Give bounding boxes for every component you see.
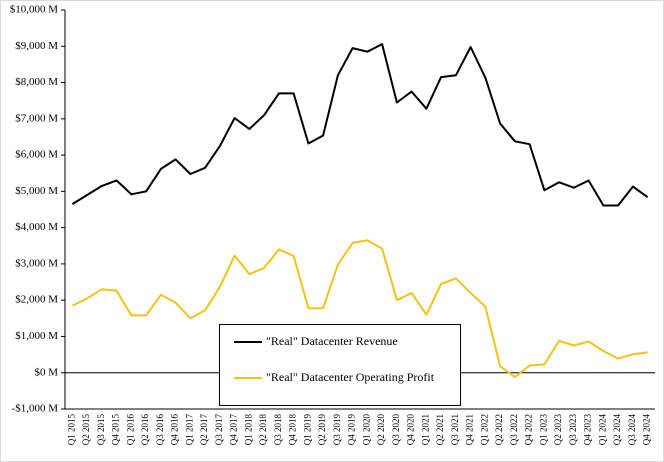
x-tick-label: Q3 2020 bbox=[391, 414, 401, 446]
y-tick-label: $10,000 M bbox=[10, 4, 59, 16]
x-tick-label: Q1 2015 bbox=[66, 414, 76, 446]
x-tick-label: Q3 2022 bbox=[509, 414, 519, 445]
x-tick-label: Q1 2017 bbox=[184, 414, 194, 446]
y-tick-label: $9,000 M bbox=[15, 40, 58, 52]
y-tick-label: $8,000 M bbox=[15, 76, 58, 88]
legend-box bbox=[219, 324, 461, 406]
x-tick-label: Q4 2024 bbox=[642, 414, 652, 446]
x-tick-label: Q2 2016 bbox=[140, 414, 150, 446]
x-tick-label: Q4 2016 bbox=[170, 414, 180, 446]
series-line bbox=[71, 239, 648, 379]
y-tick-label: $0 M bbox=[34, 366, 58, 378]
x-tick-label: Q3 2023 bbox=[568, 414, 578, 446]
x-tick-label: Q3 2024 bbox=[627, 414, 637, 446]
x-tick-label: Q3 2019 bbox=[332, 414, 342, 446]
x-tick-label: Q3 2016 bbox=[155, 414, 165, 446]
x-tick-label: Q1 2018 bbox=[243, 414, 253, 446]
x-tick-label: Q3 2015 bbox=[96, 414, 106, 446]
x-tick-label: Q1 2022 bbox=[479, 414, 489, 445]
x-tick-label: Q1 2021 bbox=[420, 414, 430, 445]
y-tick-label: $6,000 M bbox=[15, 149, 58, 161]
x-tick-label: Q2 2019 bbox=[317, 414, 327, 446]
x-tick-label: Q4 2019 bbox=[347, 414, 357, 446]
x-tick-label: Q4 2021 bbox=[465, 414, 475, 445]
x-tick-label: Q2 2015 bbox=[81, 414, 91, 446]
y-tick-label: $2,000 M bbox=[15, 294, 58, 306]
x-tick-label: Q2 2017 bbox=[199, 414, 209, 446]
x-tick-label: Q1 2016 bbox=[125, 414, 135, 446]
x-tick-label: Q2 2022 bbox=[494, 414, 504, 445]
x-tick-label: Q1 2024 bbox=[597, 414, 607, 446]
x-tick-label: Q4 2017 bbox=[229, 414, 239, 446]
x-tick-label: Q4 2020 bbox=[406, 414, 416, 446]
x-tick-label: Q2 2018 bbox=[258, 414, 268, 446]
legend-label: "Real" Datacenter Revenue bbox=[266, 334, 398, 348]
series-line bbox=[71, 43, 649, 207]
x-tick-label: Q4 2015 bbox=[111, 414, 121, 446]
y-tick-label: $5,000 M bbox=[15, 185, 58, 197]
x-tick-label: Q4 2018 bbox=[288, 414, 298, 446]
x-tick-label: Q2 2020 bbox=[376, 414, 386, 446]
y-tick-label: $7,000 M bbox=[15, 112, 58, 124]
x-tick-label: Q2 2023 bbox=[553, 414, 563, 446]
y-tick-label: $4,000 M bbox=[15, 221, 58, 233]
y-tick-label: $1,000 M bbox=[15, 330, 58, 342]
y-tick-label: -$1,000 M bbox=[12, 403, 59, 415]
x-tick-label: Q4 2023 bbox=[583, 414, 593, 446]
x-tick-label: Q2 2021 bbox=[435, 414, 445, 445]
x-tick-label: Q4 2022 bbox=[524, 414, 534, 445]
x-tick-label: Q1 2023 bbox=[538, 414, 548, 446]
x-tick-label: Q1 2019 bbox=[302, 414, 312, 446]
x-tick-label: Q3 2018 bbox=[273, 414, 283, 446]
x-tick-label: Q2 2024 bbox=[612, 414, 622, 446]
y-tick-label: $3,000 M bbox=[15, 257, 58, 269]
x-tick-label: Q3 2021 bbox=[450, 414, 460, 445]
x-tick-label: Q1 2020 bbox=[361, 414, 371, 446]
legend-label: "Real" Datacenter Operating Profit bbox=[266, 370, 435, 384]
x-tick-label: Q3 2017 bbox=[214, 414, 224, 446]
